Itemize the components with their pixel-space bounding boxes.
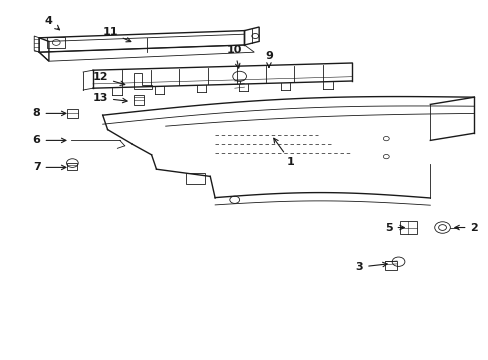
Bar — [66, 109, 78, 118]
Text: 3: 3 — [355, 262, 386, 272]
Text: 1: 1 — [273, 138, 294, 167]
Bar — [385, 261, 396, 270]
Text: 11: 11 — [102, 27, 130, 42]
Text: 4: 4 — [45, 16, 60, 30]
Text: 7: 7 — [33, 162, 66, 172]
Bar — [185, 173, 205, 184]
Bar — [67, 163, 77, 170]
Text: 5: 5 — [384, 222, 404, 233]
Text: 2: 2 — [454, 222, 477, 233]
Bar — [399, 221, 416, 234]
Text: 12: 12 — [92, 72, 124, 85]
Text: 13: 13 — [92, 93, 127, 103]
Text: 6: 6 — [33, 135, 66, 145]
Text: 10: 10 — [226, 45, 242, 68]
Text: 8: 8 — [33, 108, 66, 118]
Bar — [134, 95, 144, 105]
Bar — [47, 37, 65, 48]
Text: 9: 9 — [264, 51, 272, 67]
